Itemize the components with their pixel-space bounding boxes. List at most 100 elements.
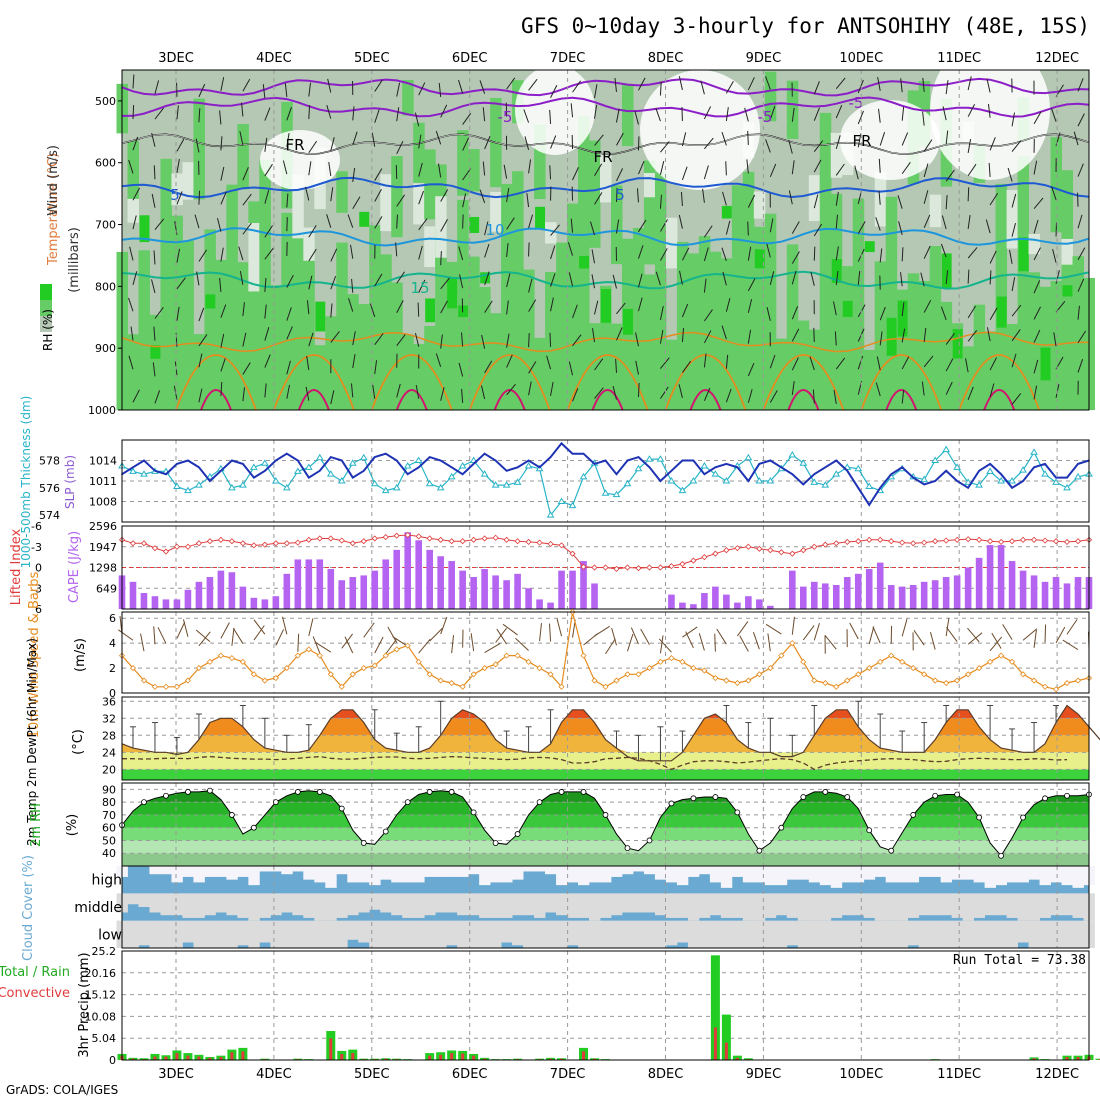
cloud-cover-clear xyxy=(479,893,491,918)
rh-band xyxy=(193,98,205,200)
slp-point xyxy=(725,463,728,465)
wind-speed-point xyxy=(789,640,796,647)
wind-barb xyxy=(195,629,211,643)
wind-speed-point xyxy=(833,683,840,690)
wind-speed-point xyxy=(206,658,213,665)
wind-barb xyxy=(636,188,639,203)
wind-barb xyxy=(658,638,672,653)
wind-barb xyxy=(703,225,713,238)
cloud-cover-clear xyxy=(1028,893,1040,921)
wind-barb xyxy=(913,630,925,646)
cloud-cover-clear xyxy=(632,893,645,913)
wind-barb xyxy=(988,162,991,177)
rh-shade xyxy=(122,827,1089,841)
cape-bar xyxy=(129,581,137,609)
precip-legend-total: Total / Rain xyxy=(0,965,70,980)
slp-point xyxy=(450,466,453,469)
wind-barb xyxy=(458,362,464,377)
cloud-cover-clear xyxy=(610,920,623,948)
wind-barb xyxy=(678,76,683,91)
wind-barb xyxy=(769,163,777,178)
cloud-cover-clear xyxy=(929,866,942,877)
wind-barb xyxy=(128,159,134,174)
pressure-tick: 1000 xyxy=(88,404,116,417)
cloud-cover-clear xyxy=(171,920,183,948)
rh-dry xyxy=(248,223,260,292)
wind-barb xyxy=(503,164,508,179)
wind-barb xyxy=(901,247,904,262)
slp-point xyxy=(516,466,519,469)
cloud-cover-clear xyxy=(1061,893,1073,916)
wind-barb xyxy=(374,360,378,375)
lifted-point xyxy=(404,531,411,539)
rh-band xyxy=(753,226,766,410)
cape-bar xyxy=(393,549,401,609)
rh-shade xyxy=(122,840,1089,854)
wind-speed-point xyxy=(514,652,521,659)
lifted-point xyxy=(228,538,235,545)
thickness-point xyxy=(524,461,533,469)
wind-barb xyxy=(305,386,310,401)
wind-barb xyxy=(550,297,554,312)
thickness-point xyxy=(326,470,335,477)
lifted-point xyxy=(184,543,191,550)
cloud-cover-clear xyxy=(149,893,161,913)
cloud-level-label: high xyxy=(91,873,122,889)
wind-speed-point xyxy=(580,652,587,659)
cape-bar xyxy=(679,602,686,609)
rh-dry xyxy=(874,171,887,227)
lifted-point xyxy=(140,540,148,547)
thickness-point xyxy=(293,467,302,474)
wind-tick: 4 xyxy=(109,637,116,650)
rh-tick: 80 xyxy=(102,796,116,809)
rh-dry-pocket xyxy=(840,100,940,180)
wind-barb xyxy=(901,162,911,175)
slp-point xyxy=(714,466,717,469)
wind-barb xyxy=(681,327,685,343)
wind-speed-point xyxy=(1020,671,1027,678)
rh-band xyxy=(424,325,436,410)
cloud-cover-clear xyxy=(1017,866,1029,883)
wind-barb xyxy=(458,79,464,94)
wind-barb xyxy=(659,306,664,320)
wind-barb xyxy=(539,623,542,642)
cape-tick: 1947 xyxy=(89,541,117,554)
cloud-cover-clear xyxy=(160,866,172,875)
rh-band xyxy=(731,185,744,286)
lifted-point xyxy=(701,554,708,561)
wind-barb xyxy=(308,82,312,97)
wind-barb xyxy=(592,328,596,343)
wind-barb xyxy=(857,221,866,234)
cloud-cover-clear xyxy=(973,893,986,918)
slp-point xyxy=(934,480,936,482)
day-label-top: 8DEC xyxy=(648,51,684,66)
wind-barb xyxy=(813,223,823,237)
wind-barb xyxy=(570,218,574,233)
wind-barb xyxy=(286,106,292,121)
wind-speed-point xyxy=(690,665,697,672)
rh-band xyxy=(643,160,656,265)
wind-barb xyxy=(616,327,623,341)
wind-barb xyxy=(528,278,533,293)
rh-point xyxy=(1020,814,1026,821)
cloud-cover-clear xyxy=(1061,920,1073,948)
wind-barb xyxy=(550,381,554,396)
cape-bar xyxy=(140,593,148,609)
wind-barb xyxy=(395,242,398,257)
cloud-level-label: middle xyxy=(74,900,122,916)
cloud-cover-clear xyxy=(764,920,777,948)
lifted-point xyxy=(822,541,829,548)
wind-speed-point xyxy=(162,683,170,690)
wind-barb xyxy=(791,221,800,234)
wind-barb xyxy=(374,79,383,92)
cape-bar xyxy=(931,580,939,609)
cloud-cover-clear xyxy=(523,866,535,872)
wind-speed-point xyxy=(239,658,246,665)
wind-barb xyxy=(835,357,846,370)
rh-band xyxy=(786,80,799,139)
slp-point xyxy=(681,459,684,462)
wind-barb xyxy=(635,360,639,375)
day-label-bottom: 9DEC xyxy=(746,1067,782,1082)
precip-tick: 25.2 xyxy=(92,945,117,958)
